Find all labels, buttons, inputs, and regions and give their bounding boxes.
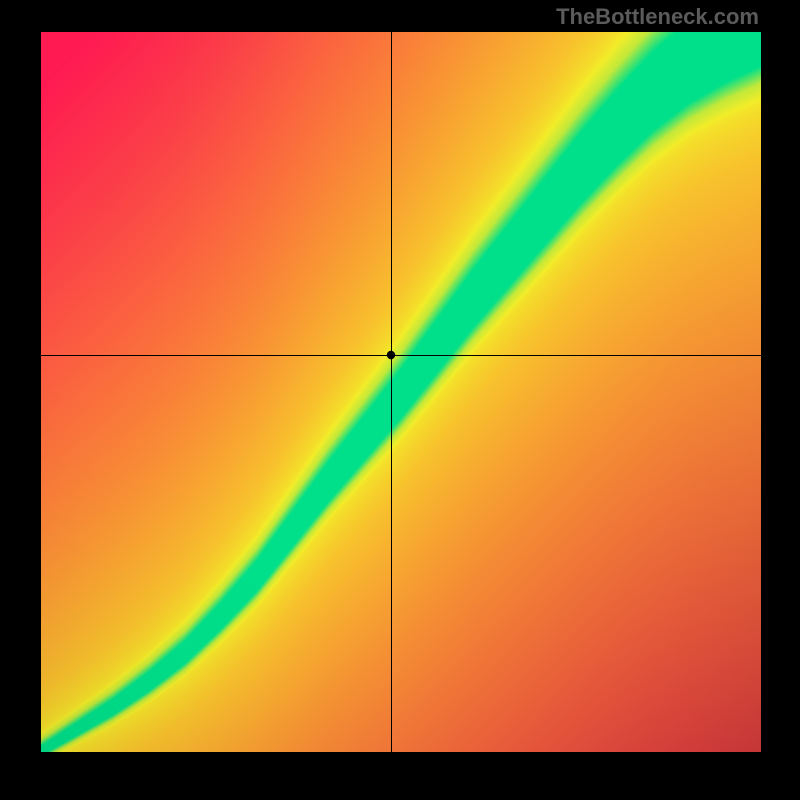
attribution-text: TheBottleneck.com <box>556 4 759 30</box>
bottleneck-heatmap <box>41 32 761 752</box>
